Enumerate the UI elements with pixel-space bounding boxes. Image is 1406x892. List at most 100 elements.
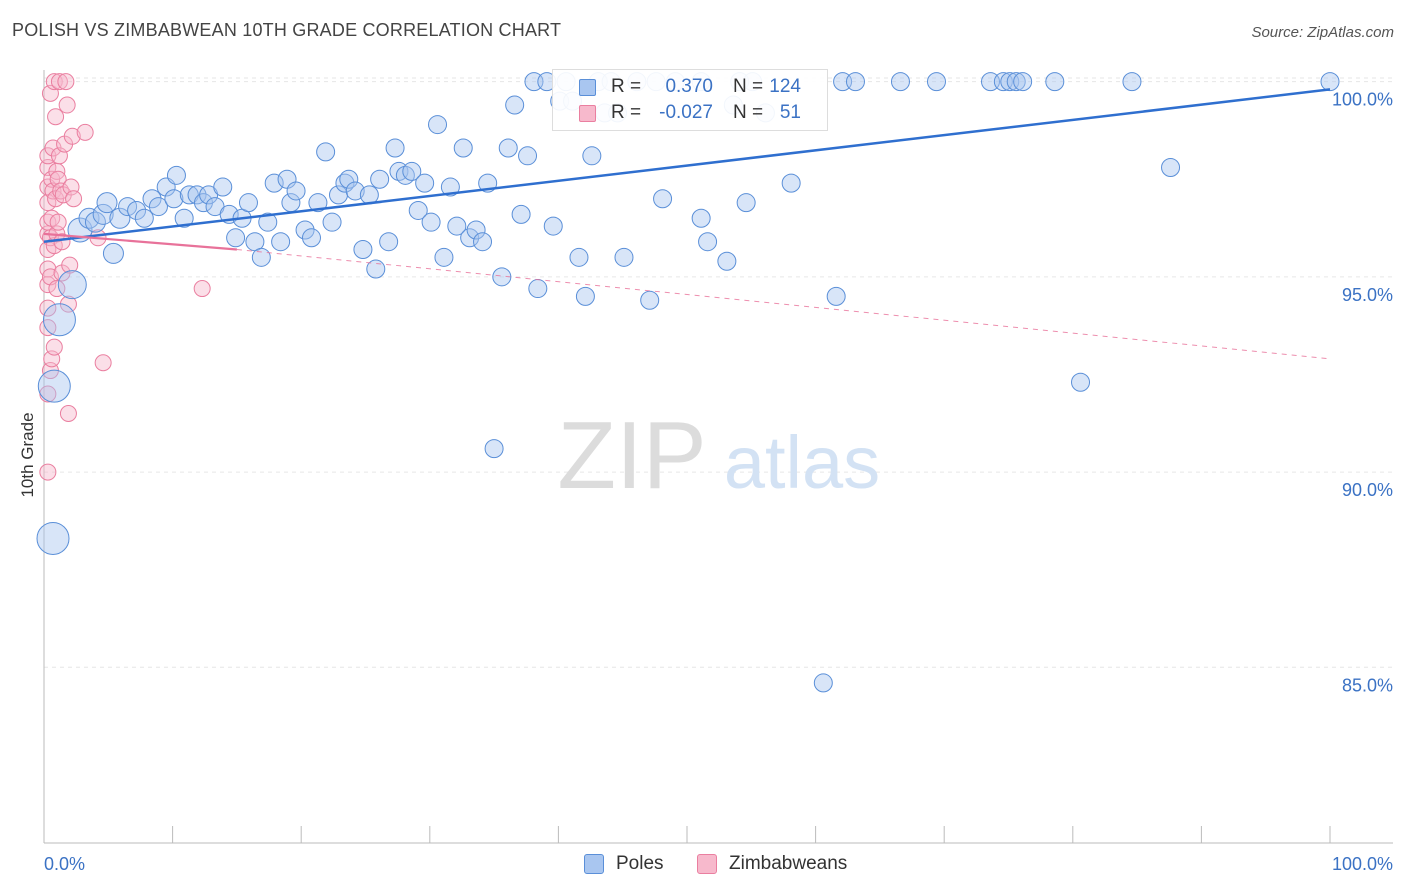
poles-point — [434, 247, 454, 267]
poles-point — [543, 216, 563, 236]
y-tick-label: 95.0% — [1342, 285, 1393, 305]
poles-point — [447, 216, 467, 236]
poles-point — [890, 72, 910, 92]
poles-point — [421, 212, 441, 232]
poles-point — [460, 228, 480, 248]
poles-point — [569, 247, 589, 267]
axes — [43, 70, 1393, 844]
poles-point — [736, 193, 756, 213]
zimbabweans-point — [50, 73, 68, 91]
poles-point — [264, 173, 284, 193]
poles-point — [339, 169, 359, 189]
poles-point — [698, 232, 718, 252]
zimbabweans-point — [57, 73, 75, 91]
watermark-zip: ZIP — [557, 402, 706, 509]
zimbabweans-point — [59, 405, 77, 423]
gridlines — [44, 77, 1393, 668]
poles-point — [1161, 158, 1181, 178]
stats-row-poles: R = 0.370 N = 124 — [553, 75, 827, 101]
legend-item-poles[interactable]: Poles — [584, 852, 684, 876]
legend-poles-swatch — [584, 854, 604, 874]
poles-point — [926, 72, 946, 92]
zimbabweans-n-value: 51 — [779, 102, 801, 123]
poles-point — [484, 439, 504, 459]
y-tick-label: 90.0% — [1342, 480, 1393, 500]
zimbabweans-point — [63, 127, 81, 145]
poles-point — [582, 146, 602, 166]
poles-point — [1045, 72, 1065, 92]
chart-title: POLISH VS ZIMBABWEAN 10TH GRADE CORRELAT… — [12, 20, 562, 40]
zimbabweans-point — [76, 123, 94, 141]
zimbabweans-point — [45, 338, 63, 356]
poles-point — [118, 197, 138, 217]
poles-point — [653, 189, 673, 209]
legend-zimbabweans-swatch — [697, 854, 717, 874]
stats-box: R = 0.370 N = 124 R = -0.027 N = 51 — [552, 69, 828, 131]
poles-point — [57, 270, 87, 300]
poles-r-label: R = — [611, 76, 642, 97]
poles-r-value: 0.370 — [665, 76, 713, 97]
poles-point — [826, 286, 846, 306]
poles-point — [37, 369, 71, 403]
poles-point — [84, 211, 106, 233]
poles-point — [301, 228, 321, 248]
poles-point — [428, 115, 448, 135]
poles-point — [187, 185, 207, 205]
zimbabweans-trend-line — [43, 232, 237, 251]
poles-trend-line — [43, 88, 1331, 243]
poles-point — [781, 173, 801, 193]
poles-point — [271, 232, 291, 252]
poles-point — [36, 521, 70, 555]
legend-poles-label: Poles — [616, 853, 664, 874]
poles-point — [640, 290, 660, 310]
poles-point — [415, 173, 435, 193]
poles-point — [370, 169, 390, 189]
zimbabweans-n-label: N = — [733, 102, 764, 123]
legend-item-zimbabweans[interactable]: Zimbabweans — [697, 852, 867, 876]
watermark-atlas: atlas — [724, 421, 880, 504]
source-label[interactable]: Source: ZipAtlas.com — [1251, 24, 1394, 41]
poles-point — [148, 197, 168, 217]
zimbabweans-point — [61, 256, 79, 274]
poles-point — [614, 247, 634, 267]
poles-point — [96, 192, 118, 214]
poles-point — [518, 146, 538, 166]
zimbabweans-point — [45, 73, 63, 91]
poles-point — [286, 181, 306, 201]
poles-point — [164, 189, 184, 209]
zimbabweans-point — [193, 280, 211, 298]
poles-point — [511, 204, 531, 224]
poles-point — [238, 193, 258, 213]
poles-point — [78, 207, 100, 229]
poles-point — [359, 185, 379, 205]
zimbabweans-point — [49, 213, 67, 231]
poles-point — [473, 232, 493, 252]
stats-row-zimbabweans: R = -0.027 N = 51 — [553, 101, 827, 127]
poles-point — [109, 207, 131, 229]
x-tick-label: 0.0% — [44, 854, 85, 874]
poles-point — [402, 161, 422, 181]
y-tick-label: 85.0% — [1342, 675, 1393, 695]
poles-point — [316, 142, 336, 162]
poles-point — [366, 259, 386, 279]
poles-point — [1013, 72, 1033, 92]
poles-point — [226, 228, 246, 248]
poles-point — [353, 240, 373, 260]
zimbabweans-point — [65, 190, 83, 208]
poles-point — [42, 303, 76, 337]
y-tick-label: 100.0% — [1332, 90, 1393, 110]
poles-point — [335, 173, 355, 193]
poles-point — [1320, 72, 1340, 92]
poles-point — [345, 181, 365, 201]
zimbabweans-swatch — [579, 105, 596, 122]
trend-lines — [43, 88, 1331, 360]
poles-point — [505, 95, 525, 115]
poles-point — [295, 220, 315, 240]
poles-point — [385, 138, 405, 158]
zimbabweans-trend-extension — [236, 249, 1331, 360]
x-tick-label: 100.0% — [1332, 854, 1393, 874]
poles-point — [845, 72, 865, 92]
poles-point — [251, 247, 271, 267]
poles-point — [575, 286, 595, 306]
